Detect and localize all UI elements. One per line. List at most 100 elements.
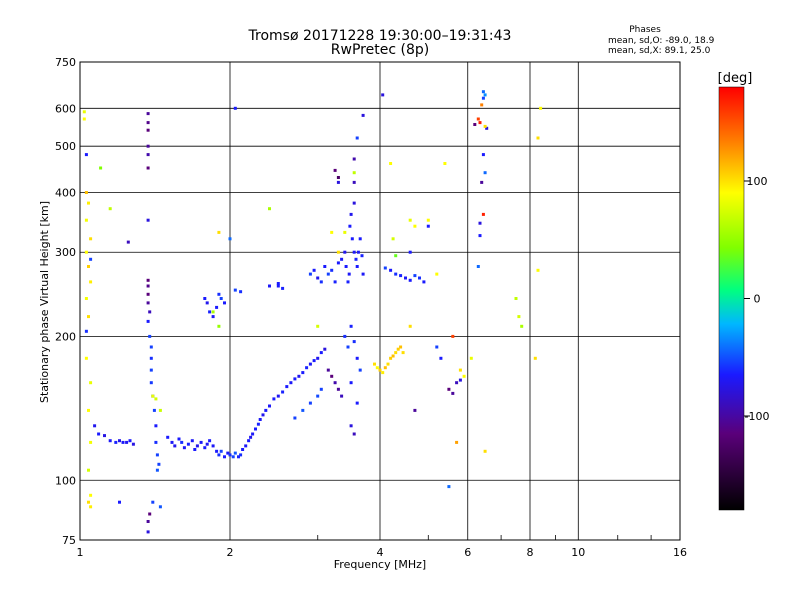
data-point xyxy=(308,401,312,405)
data-point xyxy=(264,408,268,412)
data-point xyxy=(422,280,426,284)
x-tick-label: 16 xyxy=(673,546,687,559)
data-point xyxy=(408,250,412,254)
y-tick-label: 200 xyxy=(55,330,76,343)
data-point xyxy=(146,112,150,116)
data-point xyxy=(348,224,352,228)
data-point xyxy=(373,362,376,366)
colorbar-tick-label: 0 xyxy=(754,293,761,306)
data-point xyxy=(358,237,362,241)
y-tick-label: 75 xyxy=(62,534,76,547)
data-point xyxy=(355,136,359,140)
data-point xyxy=(536,136,540,140)
data-point xyxy=(261,413,265,417)
data-point xyxy=(404,276,407,280)
data-point xyxy=(87,315,90,319)
data-point xyxy=(84,356,88,360)
data-point xyxy=(121,440,125,444)
chart-subtitle: RwPretec (8p) xyxy=(331,42,429,58)
data-point xyxy=(349,424,353,428)
data-point xyxy=(355,356,359,360)
data-point xyxy=(219,449,223,453)
data-point xyxy=(146,153,150,157)
data-point xyxy=(451,334,455,338)
data-point xyxy=(239,453,243,457)
data-point xyxy=(401,351,405,355)
data-point xyxy=(394,272,398,276)
x-tick-label: 2 xyxy=(227,546,234,559)
data-point xyxy=(485,126,489,130)
data-point xyxy=(455,440,459,444)
data-point xyxy=(408,218,412,222)
data-point xyxy=(481,212,485,216)
data-point xyxy=(82,110,86,114)
data-point xyxy=(217,230,221,234)
data-point xyxy=(146,128,150,132)
data-point xyxy=(480,103,484,107)
data-point xyxy=(478,221,482,225)
data-point xyxy=(481,96,485,100)
data-point xyxy=(155,453,159,457)
data-point xyxy=(399,274,403,278)
data-point xyxy=(182,446,186,450)
data-point xyxy=(82,117,86,121)
data-point xyxy=(480,180,484,184)
data-point xyxy=(343,334,347,338)
data-point xyxy=(108,207,112,211)
data-point xyxy=(285,385,289,389)
data-point xyxy=(340,394,344,398)
data-point xyxy=(237,455,240,459)
x-tick-label: 6 xyxy=(464,546,471,559)
data-point xyxy=(180,440,184,444)
data-point xyxy=(211,444,215,448)
data-point xyxy=(473,123,477,126)
data-point xyxy=(330,230,334,234)
data-point xyxy=(301,371,305,375)
phase-stats-x: mean, sd,X: 89.1, 25.0 xyxy=(608,46,711,56)
data-point xyxy=(228,237,232,241)
data-point xyxy=(316,394,320,398)
data-point xyxy=(170,440,174,444)
data-point xyxy=(340,257,344,261)
data-point xyxy=(455,381,459,385)
data-point xyxy=(84,153,88,157)
data-point xyxy=(333,168,337,172)
data-point xyxy=(426,224,430,228)
data-point xyxy=(268,404,271,408)
data-point xyxy=(413,408,417,412)
data-point xyxy=(476,265,480,268)
data-point xyxy=(146,292,150,296)
y-tick-label: 500 xyxy=(55,140,76,153)
data-point xyxy=(125,440,129,444)
data-point xyxy=(281,286,285,290)
data-point xyxy=(301,408,305,412)
data-point xyxy=(166,435,170,439)
data-point xyxy=(352,180,356,184)
data-point xyxy=(128,439,132,443)
data-point xyxy=(316,324,320,328)
chart-title: Tromsø 20171228 19:30:00–19:31:43 xyxy=(248,28,512,44)
data-point xyxy=(361,272,365,276)
data-point xyxy=(483,449,487,453)
data-point xyxy=(249,435,253,439)
colorbar-label: [deg] xyxy=(718,71,753,86)
data-point xyxy=(219,297,223,300)
data-point xyxy=(458,378,462,382)
data-point xyxy=(215,449,219,453)
data-point xyxy=(336,180,340,184)
data-point xyxy=(381,93,385,97)
data-point xyxy=(326,368,330,372)
data-point xyxy=(146,278,150,282)
data-point xyxy=(89,381,93,385)
data-point xyxy=(413,274,417,278)
y-tick-label: 750 xyxy=(55,56,76,69)
data-point xyxy=(84,329,88,333)
data-point xyxy=(89,237,93,241)
data-point xyxy=(251,432,255,436)
data-point xyxy=(439,356,443,360)
data-point xyxy=(146,144,150,148)
data-point xyxy=(108,439,112,443)
data-point xyxy=(539,106,543,110)
data-point xyxy=(177,437,181,441)
